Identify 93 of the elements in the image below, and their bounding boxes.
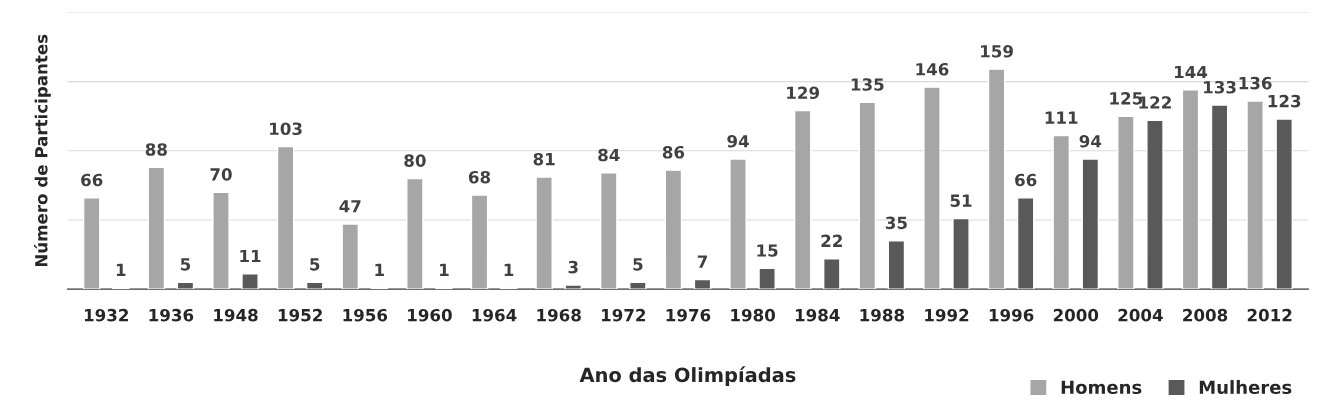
x-tick-label: 1948	[214, 308, 258, 322]
bar	[793, 109, 812, 290]
x-tick-label: 2004	[1118, 308, 1163, 322]
data-label: 84	[598, 148, 620, 162]
bar	[923, 86, 941, 290]
bar	[470, 194, 489, 290]
data-label: 94	[727, 134, 749, 148]
bar	[1210, 104, 1229, 290]
bar	[1275, 118, 1293, 290]
bar	[1117, 115, 1135, 290]
x-axis-title: Ano das Olimpíadas	[579, 366, 796, 386]
bar	[1016, 197, 1035, 290]
data-label: 51	[950, 194, 972, 207]
data-label: 136	[1239, 76, 1272, 90]
x-tick-label: 1968	[537, 308, 581, 322]
data-label: 133	[1204, 80, 1236, 94]
x-tick-label: 1988	[860, 308, 905, 322]
data-label: 81	[533, 152, 555, 166]
x-tick-label: 1956	[343, 308, 388, 322]
data-label: 66	[1015, 173, 1037, 187]
x-tick-label: 2012	[1247, 308, 1292, 322]
x-tick-label: 1984	[795, 308, 840, 322]
data-label: 123	[1268, 94, 1301, 108]
data-label: 80	[404, 154, 426, 167]
bar	[176, 281, 195, 290]
bar	[535, 176, 553, 290]
bar	[1181, 89, 1200, 290]
data-label: 146	[916, 62, 949, 76]
x-tick-label: 1960	[408, 308, 452, 322]
data-label: 7	[697, 255, 707, 268]
bar	[1052, 134, 1070, 290]
bar	[858, 101, 877, 290]
bar	[147, 166, 166, 290]
bar	[758, 267, 776, 290]
x-tick-label: 1980	[731, 308, 775, 322]
x-tick-label: 1972	[602, 308, 646, 322]
data-label: 144	[1174, 65, 1208, 79]
data-label: 68	[468, 170, 491, 184]
data-label: 5	[310, 258, 320, 271]
bar	[276, 145, 295, 290]
bar	[1146, 119, 1164, 290]
bar	[664, 169, 683, 290]
data-label: 1	[375, 263, 384, 276]
data-label: 1	[504, 263, 514, 276]
bar	[887, 240, 906, 290]
data-label: 22	[821, 234, 842, 247]
data-label: 5	[633, 258, 643, 271]
bar	[1246, 100, 1264, 290]
bar	[564, 284, 583, 290]
bar	[1081, 158, 1100, 290]
bar	[629, 281, 647, 290]
bar	[406, 177, 424, 290]
y-axis-title: Número de Participantes	[34, 34, 51, 267]
x-tick-label: 1976	[666, 308, 711, 322]
data-label: 15	[757, 244, 778, 257]
bar	[987, 68, 1006, 290]
bar	[241, 273, 259, 290]
data-label: 103	[270, 122, 302, 136]
data-label: 5	[180, 258, 191, 271]
data-label: 159	[981, 45, 1013, 58]
bar	[693, 278, 712, 290]
data-label: 88	[145, 143, 167, 156]
legend-label: Mulheres	[1199, 380, 1292, 395]
data-label: 86	[662, 145, 685, 159]
data-label: 1	[116, 263, 126, 276]
bar	[822, 257, 841, 290]
bar	[729, 158, 747, 290]
x-tick-label: 1996	[989, 308, 1034, 322]
legend-label: Homens	[1061, 380, 1142, 395]
data-label: 66	[81, 173, 103, 187]
data-label: 35	[885, 216, 907, 230]
data-label: 70	[210, 168, 232, 181]
x-tick-label: 1952	[278, 308, 322, 322]
x-tick-label: 1964	[472, 308, 517, 322]
data-label: 11	[240, 249, 261, 263]
x-tick-label: 1932	[84, 308, 128, 322]
x-tick-label: 2008	[1183, 308, 1228, 322]
data-label: 129	[787, 86, 820, 100]
data-label: 47	[339, 200, 361, 213]
data-label: 135	[851, 78, 884, 91]
bar	[82, 197, 101, 290]
bar	[600, 172, 618, 290]
bar	[952, 217, 970, 290]
x-tick-label: 1992	[925, 308, 969, 322]
bar	[305, 281, 324, 290]
data-label: 111	[1045, 111, 1078, 124]
data-label: 94	[1079, 134, 1102, 148]
bar	[212, 191, 230, 290]
data-label: 3	[568, 260, 578, 274]
x-tick-label: 2000	[1053, 308, 1099, 322]
data-label: 1	[440, 263, 449, 276]
bar	[341, 223, 360, 290]
x-tick-label: 1936	[149, 308, 194, 322]
